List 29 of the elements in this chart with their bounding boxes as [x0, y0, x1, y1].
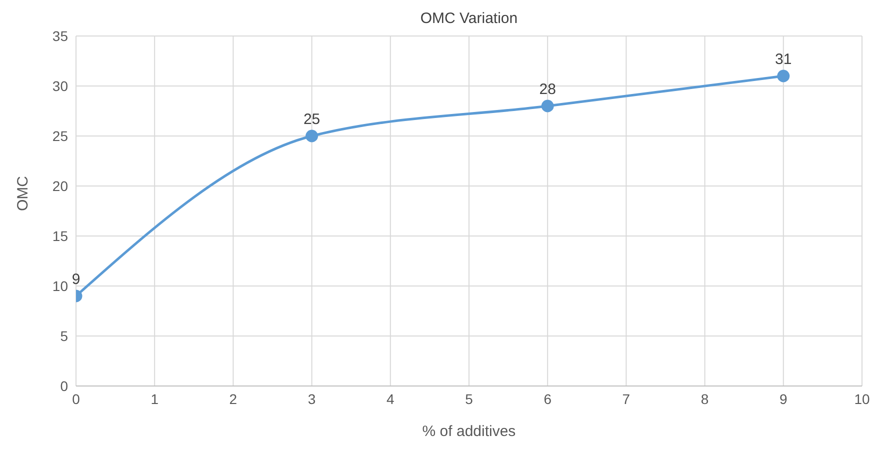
x-axis-title: % of additives	[422, 423, 516, 440]
x-tick-label: 5	[465, 390, 474, 407]
point	[777, 70, 790, 82]
y-tick-label: 30	[52, 78, 68, 94]
y-tick-label: 5	[60, 328, 68, 344]
x-tick-label: 0	[72, 390, 80, 407]
y-axis-title: OMC	[14, 176, 32, 211]
x-tick-label: 6	[544, 390, 552, 407]
y-tick-label: 15	[52, 228, 68, 244]
x-tick-label: 1	[150, 390, 159, 407]
data-label: 28	[539, 81, 556, 98]
chart-title: OMC Variation	[419, 10, 519, 27]
y-tick-label: 10	[52, 278, 68, 294]
point	[306, 130, 318, 142]
y-tick-label: 20	[52, 178, 68, 194]
x-tick-label: 9	[780, 390, 788, 407]
data-label: 25	[303, 111, 320, 128]
data-label: 31	[775, 51, 792, 68]
x-tick-label: 2	[229, 390, 238, 407]
y-tick-label: 0	[60, 378, 68, 394]
x-tick-label: 10	[854, 390, 870, 407]
x-tick-label: 4	[386, 390, 394, 407]
y-tick-label: 25	[52, 128, 68, 144]
x-tick-label: 7	[622, 390, 630, 407]
y-tick-label: 35	[52, 28, 68, 44]
x-tick-label: 8	[700, 390, 709, 407]
x-tick-label: 3	[308, 390, 316, 407]
point	[541, 100, 554, 112]
data-label: 9	[72, 271, 80, 288]
